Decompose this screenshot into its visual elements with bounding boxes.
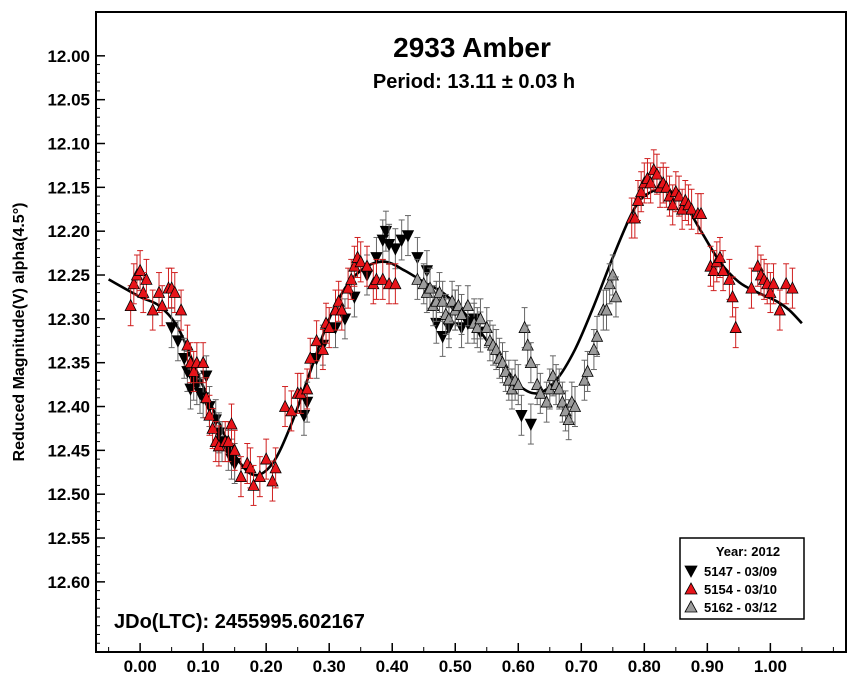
data-point-5154 [779,276,793,290]
y-tick-label: 12.15 [47,178,90,197]
data-point-5154 [360,259,374,272]
data-point-5162 [581,364,594,377]
x-tick-label: 0.00 [124,657,157,676]
data-point-5154 [146,303,159,316]
data-point-5147 [515,409,528,423]
data-point-5154 [694,206,708,219]
data-point-5154 [196,355,210,369]
data-point-5147 [395,234,408,247]
data-point-5154 [168,285,181,298]
data-point-5147 [401,230,415,243]
data-point-5154 [335,303,348,316]
y-tick-label: 12.30 [47,310,90,329]
data-point-5162 [600,303,613,316]
data-point-5154 [316,342,330,355]
legend-label-5147: 5147 - 03/09 [704,564,777,579]
x-tick-label: 0.30 [313,657,346,676]
data-point-5154 [389,276,402,290]
data-point-5154 [174,303,188,316]
x-tick-label: 1.00 [754,657,787,676]
legend-marker-5154 [684,582,698,595]
data-point-5162 [590,329,604,342]
data-point-5154 [124,298,137,312]
data-point-5154 [140,272,153,285]
data-point-5162 [512,377,525,390]
data-point-5154 [247,478,260,491]
x-tick-label: 0.20 [250,657,283,676]
data-point-5154 [300,382,314,395]
legend-label-5154: 5154 - 03/10 [704,582,777,597]
data-point-5154 [716,263,730,276]
y-tick-label: 12.20 [47,222,90,241]
data-point-5147 [389,243,402,256]
y-tick-label: 12.40 [47,398,90,417]
data-point-5154 [310,333,323,347]
data-point-5154 [767,276,780,290]
data-point-5147 [370,252,383,265]
y-tick-label: 12.10 [47,135,90,154]
data-point-5154 [285,403,298,417]
y-tick-label: 12.60 [47,573,90,592]
data-point-5154 [260,452,273,465]
data-point-5154 [269,460,282,474]
data-point-5154 [773,303,786,316]
data-point-5154 [253,469,267,483]
x-tick-label: 0.60 [502,657,535,676]
x-tick-label: 0.10 [187,657,220,676]
data-point-5154 [304,351,317,364]
legend-marker-5162 [684,600,698,613]
data-point-5154 [225,417,238,430]
data-point-5147 [411,252,424,265]
data-point-5162 [524,355,538,369]
data-point-5162 [609,289,623,303]
chart-title: 2933 Amber [393,32,551,63]
x-tick-label: 0.70 [565,657,598,676]
y-tick-label: 12.00 [47,47,90,66]
legend-marker-5147 [684,565,698,578]
data-point-5154 [354,254,367,268]
y-tick-label: 12.50 [47,485,90,504]
legend-box [679,537,805,620]
data-point-5154 [278,399,292,412]
data-point-5154 [726,289,739,303]
data-point-5147 [165,322,178,335]
x-tick-label: 0.80 [628,657,661,676]
x-tick-label: 0.40 [376,657,409,676]
data-point-5154 [323,320,336,333]
y-tick-label: 12.05 [47,91,90,110]
data-point-5154 [156,298,169,312]
y-tick-label: 12.35 [47,354,90,373]
data-point-5154 [376,272,389,285]
y-tick-label: 12.25 [47,266,90,285]
data-point-5147 [171,335,185,348]
data-point-5154 [745,281,758,294]
data-point-5162 [411,272,424,285]
data-point-5162 [455,307,468,320]
data-point-5162 [474,311,487,325]
x-tick-label: 0.90 [691,657,724,676]
data-point-5162 [568,399,582,412]
data-point-5162 [534,386,547,399]
y-tick-label: 12.45 [47,441,90,460]
data-point-5154 [685,202,698,215]
data-point-5154 [228,443,241,456]
legend-label-5162: 5162 - 03/12 [704,600,777,615]
y-axis: 12.00 12.05 12.10 12.15 12.20 12.25 12.30 12.35… [47,47,105,644]
data-point-5154 [786,281,799,294]
jd-annotation: JDo(LTC): 2455995.602167 [114,611,365,633]
data-point-5147 [524,418,538,431]
y-axis-label: Reduced Magnitude(V) alpha(4.5°) [11,203,28,462]
chart-subtitle: Period: 13.11 ± 0.03 h [373,71,575,93]
y-tick-label: 12.55 [47,529,90,548]
data-point-5154 [234,469,248,483]
data-point-5162 [461,298,474,312]
data-point-5154 [729,320,742,333]
data-points-layer [124,149,799,506]
legend: Year: 2012 5147 - 03/09 5154 - 03/10 516… [679,537,805,620]
legend-title: Year: 2012 [716,544,780,559]
x-tick-label: 0.50 [439,657,472,676]
x-axis: 0.00 0.10 0.20 0.30 0.40 0.50 0.60 0.70 0.80 0.90… [108,643,834,676]
